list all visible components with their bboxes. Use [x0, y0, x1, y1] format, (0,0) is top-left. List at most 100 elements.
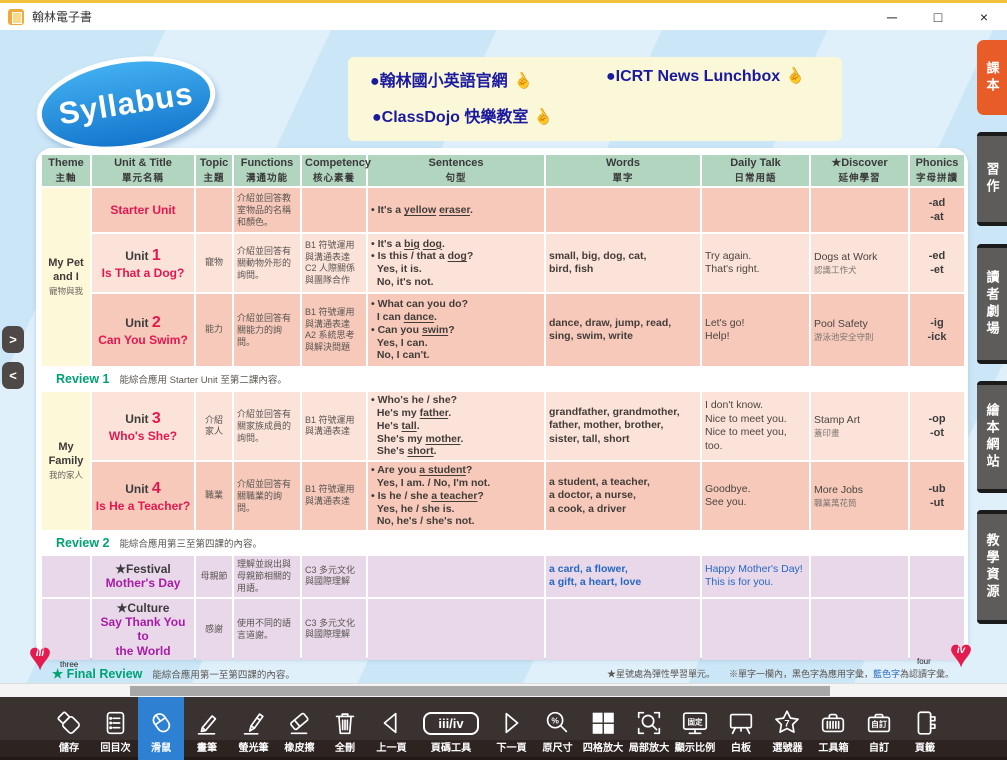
cell-sentences: • It's a yellow eraser. — [368, 188, 544, 233]
tab-workbook[interactable]: 習作 — [977, 132, 1007, 226]
cell-topic: 職業 — [196, 462, 232, 531]
toolbar-page-tabs[interactable]: 頁籤 — [902, 697, 948, 760]
app-icon — [8, 8, 24, 25]
cell-phonics: -op -ot — [910, 392, 964, 461]
cell-unit-title: Unit 1 Is That a Dog? — [92, 234, 194, 293]
pointer-hand-icon: ☝ — [530, 105, 556, 130]
svg-text:自訂: 自訂 — [871, 719, 887, 729]
minimize-button[interactable]: ─ — [887, 8, 897, 25]
toolbar-prev-page[interactable]: 上一頁 — [368, 697, 414, 760]
book-page: Theme 主軸 Unit & Title 單元名稱 Topic 主題 Functio… — [36, 148, 968, 681]
cell-daily-talk: Try again. That's right. — [702, 234, 809, 293]
page-word-left: three — [60, 660, 79, 669]
toc-icon — [100, 705, 130, 741]
table-row-unit1: Unit 1 Is That a Dog? 寵物 介紹並回答有關動物外形的詢問。… — [42, 234, 964, 293]
cell-words: small, big, dog, cat, bird, fish — [546, 234, 700, 293]
toolbar-pen[interactable]: 畫筆 — [184, 697, 230, 760]
toolbar-quad-zoom[interactable]: 四格放大 — [580, 697, 626, 760]
toolbar-custom[interactable]: 自訂 自訂 — [856, 697, 902, 760]
cell-phonics: -ed -et — [910, 234, 964, 293]
cell-sentences: • It's a big dog. • Is this / that a dog?… — [368, 234, 544, 293]
save-icon — [54, 705, 84, 741]
table-row-review2: Review 2 能綜合應用第三至第四課的內容。 — [42, 532, 964, 555]
cell-sentences: • Who's he / she? He's my father. He's t… — [368, 392, 544, 461]
table-row-starter: My Pet and I 寵物與我 Starter Unit 介紹並回答教室物品… — [42, 188, 964, 367]
cell-unit-title: Unit 3 Who's She? — [92, 392, 194, 461]
page-number-left-heart: ♥ iii — [20, 637, 60, 679]
cell-competency: B1 符號運用 與溝通表達 A2 系統思考 與解決問題 — [302, 294, 366, 367]
cell-competency — [302, 188, 366, 233]
quad-zoom-icon — [588, 705, 618, 741]
link-icrt-news-lunchbox[interactable]: ●ICRT News Lunchbox ☝ — [606, 64, 807, 89]
scrollbar-thumb[interactable] — [130, 686, 830, 696]
cell-words: grandfather, grandmother, father, mother… — [546, 392, 700, 461]
heart-icon: ♥ — [28, 635, 52, 679]
tab-picture-book-site[interactable]: 繪本網站 — [977, 381, 1007, 493]
cell-unit-title: Unit 4 Is He a Teacher? — [92, 462, 194, 531]
cell-topic: 介紹 家人 — [196, 392, 232, 461]
cell-discover: Dogs at Work 認識工作犬 — [811, 234, 908, 293]
cell-phonics: -ub -ut — [910, 462, 964, 531]
toolbar-eraser[interactable]: 橡皮擦 — [276, 697, 322, 760]
cell-topic: 感謝 — [196, 598, 232, 661]
page-number-left: iii — [35, 648, 45, 659]
header-topic: Topic 主題 — [196, 155, 232, 187]
toolbar-mouse[interactable]: 滑鼠 — [138, 697, 184, 760]
cell-theme-my-pet: My Pet and I 寵物與我 — [42, 188, 90, 367]
page-indicator-box: iii/iv — [423, 705, 479, 741]
toolbar-display-ratio[interactable]: 固定 顯示比例 — [672, 697, 718, 760]
maximize-button[interactable]: □ — [933, 8, 943, 25]
table-footnote: ★星號處為彈性學習單元。 ※單字一欄內，黑色字為應用字彙，藍色字為認讀字彙。 — [606, 669, 954, 680]
cell-competency: B1 符號運用 與溝通表達 C2 人際關係 與團隊合作 — [302, 234, 366, 293]
toolbar-delete-all[interactable]: 全刪 — [322, 697, 368, 760]
link-hanlin-english-site[interactable]: ●翰林國小英語官網 ☝ — [370, 69, 535, 94]
region-zoom-icon — [634, 705, 664, 741]
tab-textbook[interactable]: 課本 — [977, 40, 1007, 115]
page-indicator-value: iii/iv — [423, 711, 479, 735]
cell-topic — [196, 188, 232, 233]
toolbar-toc[interactable]: 回目次 — [92, 697, 138, 760]
cell-daily-talk — [702, 188, 809, 233]
toolbar-whiteboard[interactable]: 白板 — [718, 697, 764, 760]
toolbar-page-indicator[interactable]: iii/iv 頁碼工具 — [414, 697, 488, 760]
toolbar-original-size[interactable]: % 原尺寸 — [534, 697, 580, 760]
toolbar-save[interactable]: 儲存 — [46, 697, 92, 760]
header-functions: Functions 溝通功能 — [234, 155, 300, 187]
window-controls: ─ □ × — [869, 3, 1007, 30]
cell-words — [546, 598, 700, 661]
cell-discover — [811, 598, 908, 661]
cell-functions: 介紹並回答有關能力的詢問。 — [234, 294, 300, 367]
horizontal-scrollbar[interactable] — [0, 683, 1007, 697]
cell-daily-talk: Goodbye. See you. — [702, 462, 809, 531]
toolbox-icon — [818, 705, 848, 741]
toolbar-highlighter[interactable]: 螢光筆 — [230, 697, 276, 760]
cell-competency: C3 多元文化 與國際理解 — [302, 556, 366, 597]
toolbar-number-picker[interactable]: 7 選號器 — [764, 697, 810, 760]
cell-words — [546, 188, 700, 233]
display-ratio-icon: 固定 — [680, 705, 710, 741]
bottom-toolbar: 儲存 回目次 滑鼠 畫筆 螢光筆 橡皮擦 全刪 — [0, 697, 1007, 760]
sidebar-expand-arrow[interactable]: > — [2, 326, 24, 353]
final-review-line: ★ Final Review 能綜合應用第一至第四課的內容。 ★星號處為彈性學習… — [40, 662, 964, 681]
toolbar-toolbox[interactable]: 工具箱 — [810, 697, 856, 760]
links-banner: ●翰林國小英語官網 ☝ ●ICRT News Lunchbox ☝ ●ClassDo… — [348, 57, 842, 141]
close-button[interactable]: × — [979, 8, 989, 25]
cell-competency: C3 多元文化 與國際理解 — [302, 598, 366, 661]
toolbar-region-zoom[interactable]: 局部放大 — [626, 697, 672, 760]
cell-discover: Pool Safety 游泳池安全守則 — [811, 294, 908, 367]
link-classdojo[interactable]: ●ClassDojo 快樂教室 ☝ — [372, 105, 556, 130]
prev-page-icon — [376, 705, 406, 741]
pen-icon — [192, 705, 222, 741]
pointer-hand-icon: ☝ — [782, 64, 807, 89]
custom-toolbox-icon: 自訂 — [864, 705, 894, 741]
sidebar-collapse-arrow[interactable]: < — [2, 362, 24, 389]
tab-teaching-resources[interactable]: 教學資源 — [977, 510, 1007, 624]
table-header-row: Theme 主軸 Unit & Title 單元名稱 Topic 主題 Functio… — [42, 155, 964, 187]
cell-unit-title: Starter Unit — [92, 188, 194, 233]
cell-unit-title: ★Culture Say Thank You to the World — [92, 598, 194, 661]
toolbar-next-page[interactable]: 下一頁 — [488, 697, 534, 760]
tab-readers-theater[interactable]: 讀者劇場 — [977, 244, 1007, 364]
final-review-text: 能綜合應用第一至第四課的內容。 — [152, 669, 295, 681]
svg-text:7: 7 — [784, 718, 789, 728]
table-row-culture: ★Culture Say Thank You to the World 感謝 使… — [42, 598, 964, 661]
